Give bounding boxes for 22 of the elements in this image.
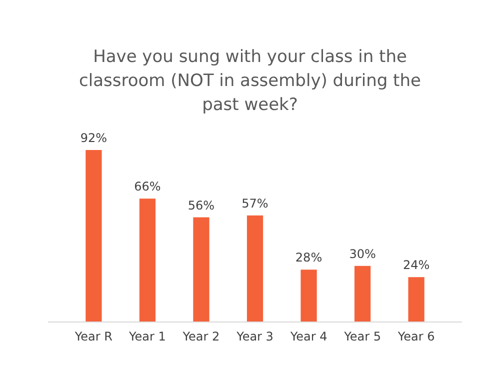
bar bbox=[300, 270, 317, 322]
x-tick-label: Year 5 bbox=[343, 330, 381, 344]
data-label: 92% bbox=[80, 131, 108, 145]
bar bbox=[193, 217, 210, 322]
chart-title: Have you sung with your class in the classroom (NOT in assembly) during the past week? bbox=[79, 47, 421, 115]
bar bbox=[354, 266, 371, 322]
data-label: 30% bbox=[349, 246, 376, 261]
bar bbox=[86, 150, 102, 322]
x-tick-label: Year R bbox=[74, 330, 112, 344]
bar bbox=[139, 198, 156, 322]
data-label: 57% bbox=[242, 196, 268, 210]
bar bbox=[246, 215, 264, 322]
x-tick-label: Year 3 bbox=[236, 330, 274, 344]
x-tick-label: Year 6 bbox=[396, 330, 435, 344]
x-tick-label: Year 1 bbox=[128, 330, 166, 344]
data-label: 66% bbox=[134, 180, 161, 194]
data-label: 24% bbox=[402, 258, 430, 272]
data-label: 28% bbox=[295, 250, 322, 265]
bar bbox=[408, 277, 424, 322]
data-label: 56% bbox=[188, 198, 215, 212]
x-tick-label: Year 4 bbox=[289, 330, 328, 344]
x-tick-label: Year 2 bbox=[182, 330, 220, 344]
